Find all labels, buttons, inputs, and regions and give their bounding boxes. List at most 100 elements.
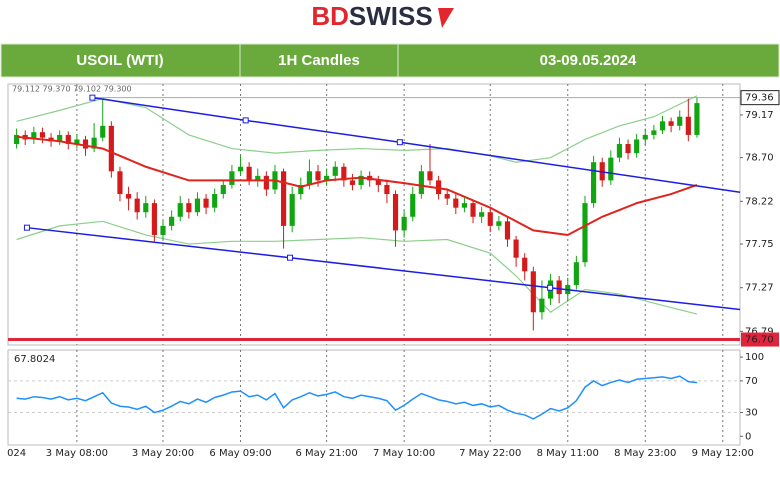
candle-body <box>160 225 166 235</box>
candle-body <box>177 203 183 217</box>
candle-body <box>255 175 261 181</box>
candle-body <box>461 203 468 208</box>
x-tick-label: 8 May 11:00 <box>537 448 599 459</box>
candle-body <box>289 194 295 226</box>
moving-average <box>16 135 698 236</box>
header-cell: 1H Candles <box>278 52 360 69</box>
candle-body <box>470 203 476 217</box>
candle-body <box>237 166 244 172</box>
candle-body <box>151 203 157 235</box>
y-tick-label: 77.27 <box>745 283 774 294</box>
candle-body <box>591 162 597 204</box>
y-tick-label: 78.22 <box>745 196 774 207</box>
logo: BDSWISS <box>311 1 432 31</box>
candle-body <box>677 116 683 126</box>
channel-anchor <box>242 117 249 124</box>
x-tick-label: 9 May 12:00 <box>692 448 754 459</box>
candle-body <box>39 132 46 138</box>
x-tick-label: 8 May 23:00 <box>614 448 676 459</box>
candle-body <box>194 198 201 213</box>
candle-body <box>74 139 80 145</box>
candle-body <box>125 194 132 199</box>
candle-body <box>306 171 312 185</box>
x-tick-label: 3 May 20:00 <box>132 448 194 459</box>
y-tick-label: 79.17 <box>745 110 774 121</box>
candle-body <box>384 184 390 195</box>
candle-body <box>556 280 562 295</box>
channel-line <box>92 96 741 193</box>
support-box <box>741 332 779 347</box>
channel-anchor <box>287 254 294 261</box>
candle-body <box>410 194 416 217</box>
header-cell: 03-09.05.2024 <box>540 52 637 69</box>
candle-body <box>504 221 511 240</box>
current-price-label: 79.36 <box>745 93 774 104</box>
candle-body <box>573 262 579 285</box>
candle-body <box>31 132 37 140</box>
current-price-box <box>740 90 780 106</box>
header-cell: USOIL (WTI) <box>76 52 163 69</box>
rsi-line <box>16 375 698 420</box>
candle-body <box>375 180 381 185</box>
candle-body <box>212 194 218 208</box>
candle-body <box>134 198 140 213</box>
candle-body <box>117 171 123 195</box>
rsi-panel <box>7 349 741 446</box>
candle-body <box>108 125 114 172</box>
rsi-tick-label: 70 <box>745 376 758 387</box>
channel-anchor <box>547 284 554 291</box>
candle-body <box>280 171 287 226</box>
candle-body <box>522 257 528 272</box>
candle-body <box>496 221 502 226</box>
channel-anchor <box>23 224 30 231</box>
candle-body <box>143 203 149 213</box>
candle-body <box>324 175 330 181</box>
price-panel <box>7 83 741 346</box>
rsi-tick-label: 100 <box>745 352 764 363</box>
x-tick-label: 024 <box>7 448 26 459</box>
candle-body <box>14 134 20 145</box>
rsi-value-label: 67.8024 <box>14 354 55 365</box>
x-tick-label: 7 May 10:00 <box>373 448 435 459</box>
candle-body <box>487 212 493 226</box>
candle-body <box>539 298 545 313</box>
x-tick-label: 3 May 08:00 <box>46 448 108 459</box>
candle-body <box>625 144 631 154</box>
candle-body <box>530 271 536 313</box>
candle-body <box>100 125 106 138</box>
candle-body <box>401 216 407 231</box>
candle-body <box>203 198 209 208</box>
ohlc-text: 79.112 79.370 79.102 79.300 <box>12 85 132 94</box>
logo-part: SWISS <box>349 1 433 31</box>
candle-body <box>685 116 691 135</box>
header-bar <box>0 43 780 78</box>
candle-body <box>315 171 321 181</box>
y-tick-label: 77.75 <box>745 239 774 250</box>
candle-body <box>659 121 666 131</box>
channel-anchor <box>89 94 96 101</box>
candle-body <box>246 166 252 181</box>
channel-line <box>26 226 741 311</box>
candle-body <box>298 184 304 195</box>
candle-body <box>82 139 89 149</box>
y-tick-label: 78.70 <box>745 153 774 164</box>
candle-body <box>91 137 97 149</box>
y-tick-label: 76.79 <box>745 326 774 337</box>
candle-body <box>358 175 364 185</box>
rsi-tick-label: 0 <box>745 431 751 442</box>
candle-body <box>392 194 399 231</box>
candle-body <box>634 139 640 154</box>
candle-body <box>220 184 226 195</box>
candle-body <box>642 134 648 140</box>
candle-body <box>668 121 674 126</box>
candle-body <box>479 212 485 217</box>
candle-body <box>57 134 63 142</box>
candle-body <box>444 194 450 199</box>
candle-body <box>453 198 459 208</box>
candle-body <box>608 157 614 181</box>
bollinger-band <box>16 220 698 315</box>
candle-body <box>186 203 192 213</box>
candle-body <box>651 130 657 135</box>
support-label: 76.70 <box>745 335 774 346</box>
